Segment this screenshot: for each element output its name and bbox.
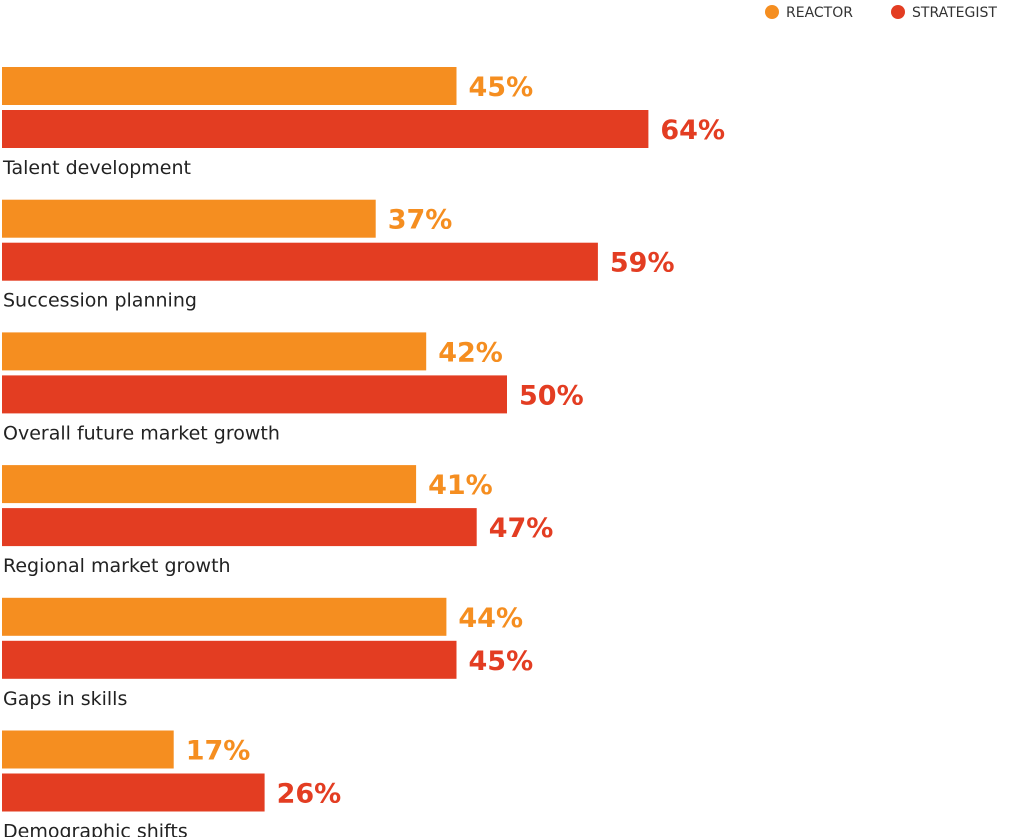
category-group: 42% 50% Overall future market growth	[2, 332, 584, 444]
bar-reactor	[2, 465, 417, 504]
value-label-reactor: 42%	[438, 337, 503, 368]
category-group: 17% 26% Demographic shifts	[2, 730, 342, 837]
value-label-strategist: 59%	[610, 248, 675, 279]
category-group: 45% 64% Talent development	[2, 67, 725, 179]
bar-strategist	[2, 242, 598, 281]
value-label-strategist: 26%	[277, 779, 342, 810]
category-label: Demographic shifts	[3, 821, 188, 837]
legend-label-reactor: REACTOR	[786, 5, 853, 21]
legend-swatch-strategist	[891, 5, 905, 19]
category-label: Regional market growth	[3, 555, 231, 577]
value-label-reactor: 37%	[388, 205, 453, 236]
bar-strategist	[2, 375, 507, 414]
bar-reactor	[2, 67, 457, 105]
legend-swatch-reactor	[765, 5, 779, 19]
bar-strategist	[2, 110, 649, 148]
category-label: Overall future market growth	[3, 422, 280, 444]
plot-area: 45% 64% Talent development 37% 59% Succession…	[2, 67, 725, 837]
value-label-reactor: 45%	[469, 72, 534, 103]
value-label-strategist: 50%	[519, 380, 584, 411]
bar-strategist	[2, 773, 265, 812]
bar-reactor	[2, 730, 174, 769]
value-label-strategist: 45%	[469, 646, 534, 677]
category-label: Gaps in skills	[3, 688, 127, 710]
bar-reactor	[2, 332, 427, 371]
value-label-reactor: 17%	[186, 736, 251, 767]
value-label-strategist: 47%	[489, 513, 554, 544]
category-label: Succession planning	[3, 290, 197, 312]
legend-label-strategist: STRATEGIST	[912, 5, 997, 21]
bar-strategist	[2, 640, 457, 679]
category-group: 44% 45% Gaps in skills	[2, 597, 534, 710]
bar-reactor	[2, 199, 376, 238]
value-label-strategist: 64%	[660, 115, 725, 146]
value-label-reactor: 41%	[428, 470, 493, 501]
value-label-reactor: 44%	[458, 603, 523, 634]
category-group: 41% 47% Regional market growth	[2, 465, 553, 577]
legend: REACTOR STRATEGIST	[765, 5, 997, 21]
bar-strategist	[2, 508, 477, 547]
category-label: Talent development	[2, 157, 191, 179]
category-group: 37% 59% Succession planning	[2, 199, 675, 312]
bar-reactor	[2, 597, 447, 636]
